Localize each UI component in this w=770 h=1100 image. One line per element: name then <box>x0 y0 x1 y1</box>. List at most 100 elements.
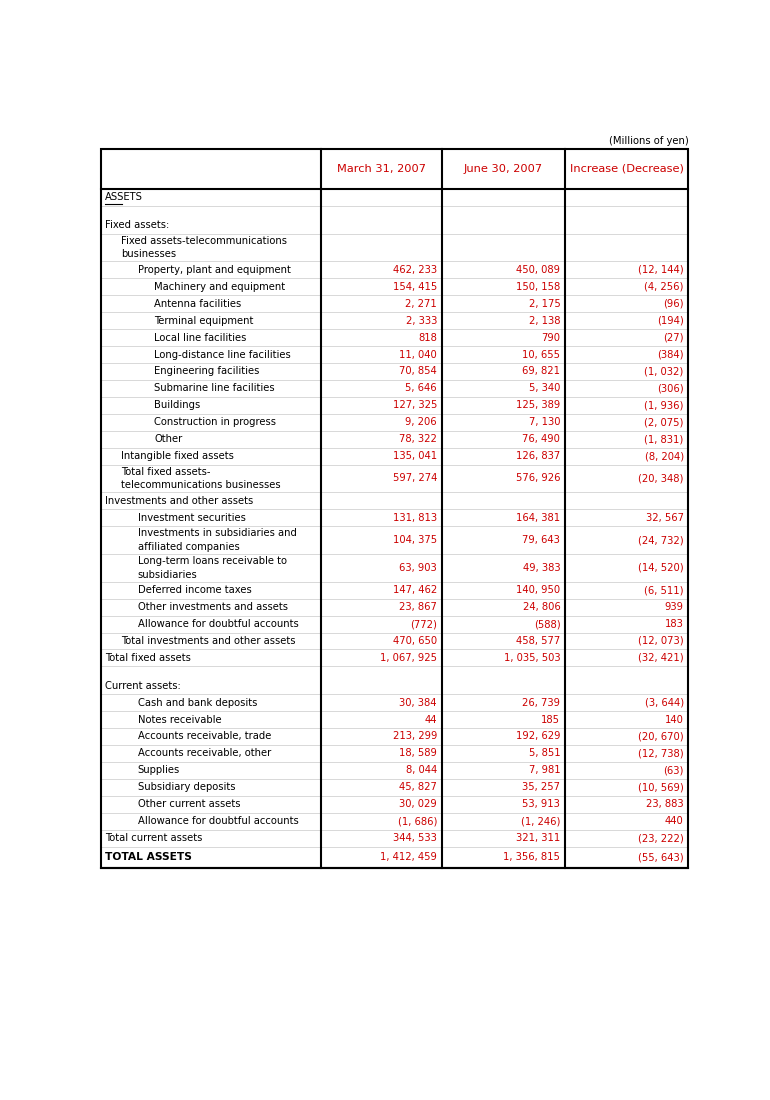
Text: businesses: businesses <box>121 250 176 260</box>
Text: 10, 655: 10, 655 <box>522 350 561 360</box>
Text: 23, 883: 23, 883 <box>646 800 684 810</box>
Text: Investment securities: Investment securities <box>138 513 246 522</box>
Text: (12, 144): (12, 144) <box>638 265 684 275</box>
Text: 44: 44 <box>424 715 437 725</box>
Text: 213, 299: 213, 299 <box>393 732 437 741</box>
Text: 462, 233: 462, 233 <box>393 265 437 275</box>
Text: (1, 686): (1, 686) <box>397 816 437 826</box>
Text: 32, 567: 32, 567 <box>646 513 684 522</box>
Text: Submarine line facilities: Submarine line facilities <box>154 384 275 394</box>
Text: (1, 032): (1, 032) <box>644 366 684 376</box>
Text: (3, 644): (3, 644) <box>644 697 684 707</box>
Text: 69, 821: 69, 821 <box>522 366 561 376</box>
Text: Total current assets: Total current assets <box>105 833 203 843</box>
Text: 939: 939 <box>665 602 684 612</box>
Text: 45, 827: 45, 827 <box>399 782 437 792</box>
Text: 164, 381: 164, 381 <box>516 513 561 522</box>
Text: 150, 158: 150, 158 <box>516 282 561 292</box>
Text: 70, 854: 70, 854 <box>399 366 437 376</box>
Text: (2, 075): (2, 075) <box>644 417 684 427</box>
Text: 5, 646: 5, 646 <box>405 384 437 394</box>
Text: 24, 806: 24, 806 <box>523 602 561 612</box>
Text: 7, 981: 7, 981 <box>529 766 561 775</box>
Text: Total fixed assets: Total fixed assets <box>105 653 191 663</box>
Text: 2, 138: 2, 138 <box>529 316 561 326</box>
Text: (194): (194) <box>657 316 684 326</box>
Text: Property, plant and equipment: Property, plant and equipment <box>138 265 290 275</box>
Text: Investments and other assets: Investments and other assets <box>105 496 253 506</box>
Text: Increase (Decrease): Increase (Decrease) <box>570 164 684 174</box>
Text: 470, 650: 470, 650 <box>393 636 437 646</box>
Text: Fixed assets:: Fixed assets: <box>105 220 169 230</box>
Text: Terminal equipment: Terminal equipment <box>154 316 253 326</box>
Text: Accounts receivable, trade: Accounts receivable, trade <box>138 732 271 741</box>
Text: (63): (63) <box>663 766 684 775</box>
Text: Total investments and other assets: Total investments and other assets <box>121 636 296 646</box>
Text: (23, 222): (23, 222) <box>638 833 684 843</box>
Text: 35, 257: 35, 257 <box>522 782 561 792</box>
Text: (12, 738): (12, 738) <box>638 748 684 758</box>
Text: Other investments and assets: Other investments and assets <box>138 602 288 612</box>
Text: 183: 183 <box>665 619 684 629</box>
Text: June 30, 2007: June 30, 2007 <box>464 164 543 174</box>
Text: telecommunications businesses: telecommunications businesses <box>121 481 281 491</box>
Text: 8, 044: 8, 044 <box>406 766 437 775</box>
Text: 131, 813: 131, 813 <box>393 513 437 522</box>
Text: 597, 274: 597, 274 <box>393 473 437 484</box>
Text: Cash and bank deposits: Cash and bank deposits <box>138 697 257 707</box>
Text: (32, 421): (32, 421) <box>638 653 684 663</box>
Text: (8, 204): (8, 204) <box>644 451 684 461</box>
Text: (384): (384) <box>658 350 684 360</box>
Text: Engineering facilities: Engineering facilities <box>154 366 259 376</box>
Text: 30, 029: 30, 029 <box>399 800 437 810</box>
Text: 127, 325: 127, 325 <box>393 400 437 410</box>
Text: 2, 175: 2, 175 <box>528 299 561 309</box>
Text: 1, 412, 459: 1, 412, 459 <box>380 852 437 862</box>
Text: Other current assets: Other current assets <box>138 800 240 810</box>
Text: 344, 533: 344, 533 <box>393 833 437 843</box>
Text: Notes receivable: Notes receivable <box>138 715 221 725</box>
Text: 2, 333: 2, 333 <box>406 316 437 326</box>
Text: 154, 415: 154, 415 <box>393 282 437 292</box>
Text: (4, 256): (4, 256) <box>644 282 684 292</box>
Text: 78, 322: 78, 322 <box>399 434 437 444</box>
Text: (Millions of yen): (Millions of yen) <box>608 136 688 146</box>
Text: 147, 462: 147, 462 <box>393 585 437 595</box>
Text: 23, 867: 23, 867 <box>399 602 437 612</box>
Text: Local line facilities: Local line facilities <box>154 332 246 342</box>
Text: 7, 130: 7, 130 <box>529 417 561 427</box>
Text: 49, 383: 49, 383 <box>523 563 561 573</box>
Text: 576, 926: 576, 926 <box>516 473 561 484</box>
Text: Antenna facilities: Antenna facilities <box>154 299 241 309</box>
Text: (1, 936): (1, 936) <box>644 400 684 410</box>
Text: Investments in subsidiaries and: Investments in subsidiaries and <box>138 528 296 538</box>
Text: 192, 629: 192, 629 <box>516 732 561 741</box>
Text: 76, 490: 76, 490 <box>523 434 561 444</box>
Text: March 31, 2007: March 31, 2007 <box>337 164 426 174</box>
Text: 1, 035, 503: 1, 035, 503 <box>504 653 561 663</box>
Text: Long-distance line facilities: Long-distance line facilities <box>154 350 291 360</box>
Text: (12, 073): (12, 073) <box>638 636 684 646</box>
Text: 818: 818 <box>418 332 437 342</box>
Text: (306): (306) <box>657 384 684 394</box>
Text: 11, 040: 11, 040 <box>399 350 437 360</box>
Bar <box>101 148 688 868</box>
Text: (6, 511): (6, 511) <box>644 585 684 595</box>
Text: (1, 246): (1, 246) <box>521 816 561 826</box>
Text: 9, 206: 9, 206 <box>405 417 437 427</box>
Text: (55, 643): (55, 643) <box>638 852 684 862</box>
Text: TOTAL ASSETS: TOTAL ASSETS <box>105 852 192 862</box>
Text: 30, 384: 30, 384 <box>400 697 437 707</box>
Text: Intangible fixed assets: Intangible fixed assets <box>121 451 234 461</box>
Text: 2, 271: 2, 271 <box>405 299 437 309</box>
Text: (1, 831): (1, 831) <box>644 434 684 444</box>
Text: (772): (772) <box>410 619 437 629</box>
Text: (20, 348): (20, 348) <box>638 473 684 484</box>
Text: (96): (96) <box>663 299 684 309</box>
Text: 1, 067, 925: 1, 067, 925 <box>380 653 437 663</box>
Text: affiliated companies: affiliated companies <box>138 542 239 552</box>
Text: Construction in progress: Construction in progress <box>154 417 276 427</box>
Text: 440: 440 <box>665 816 684 826</box>
Text: Deferred income taxes: Deferred income taxes <box>138 585 252 595</box>
Text: 321, 311: 321, 311 <box>516 833 561 843</box>
